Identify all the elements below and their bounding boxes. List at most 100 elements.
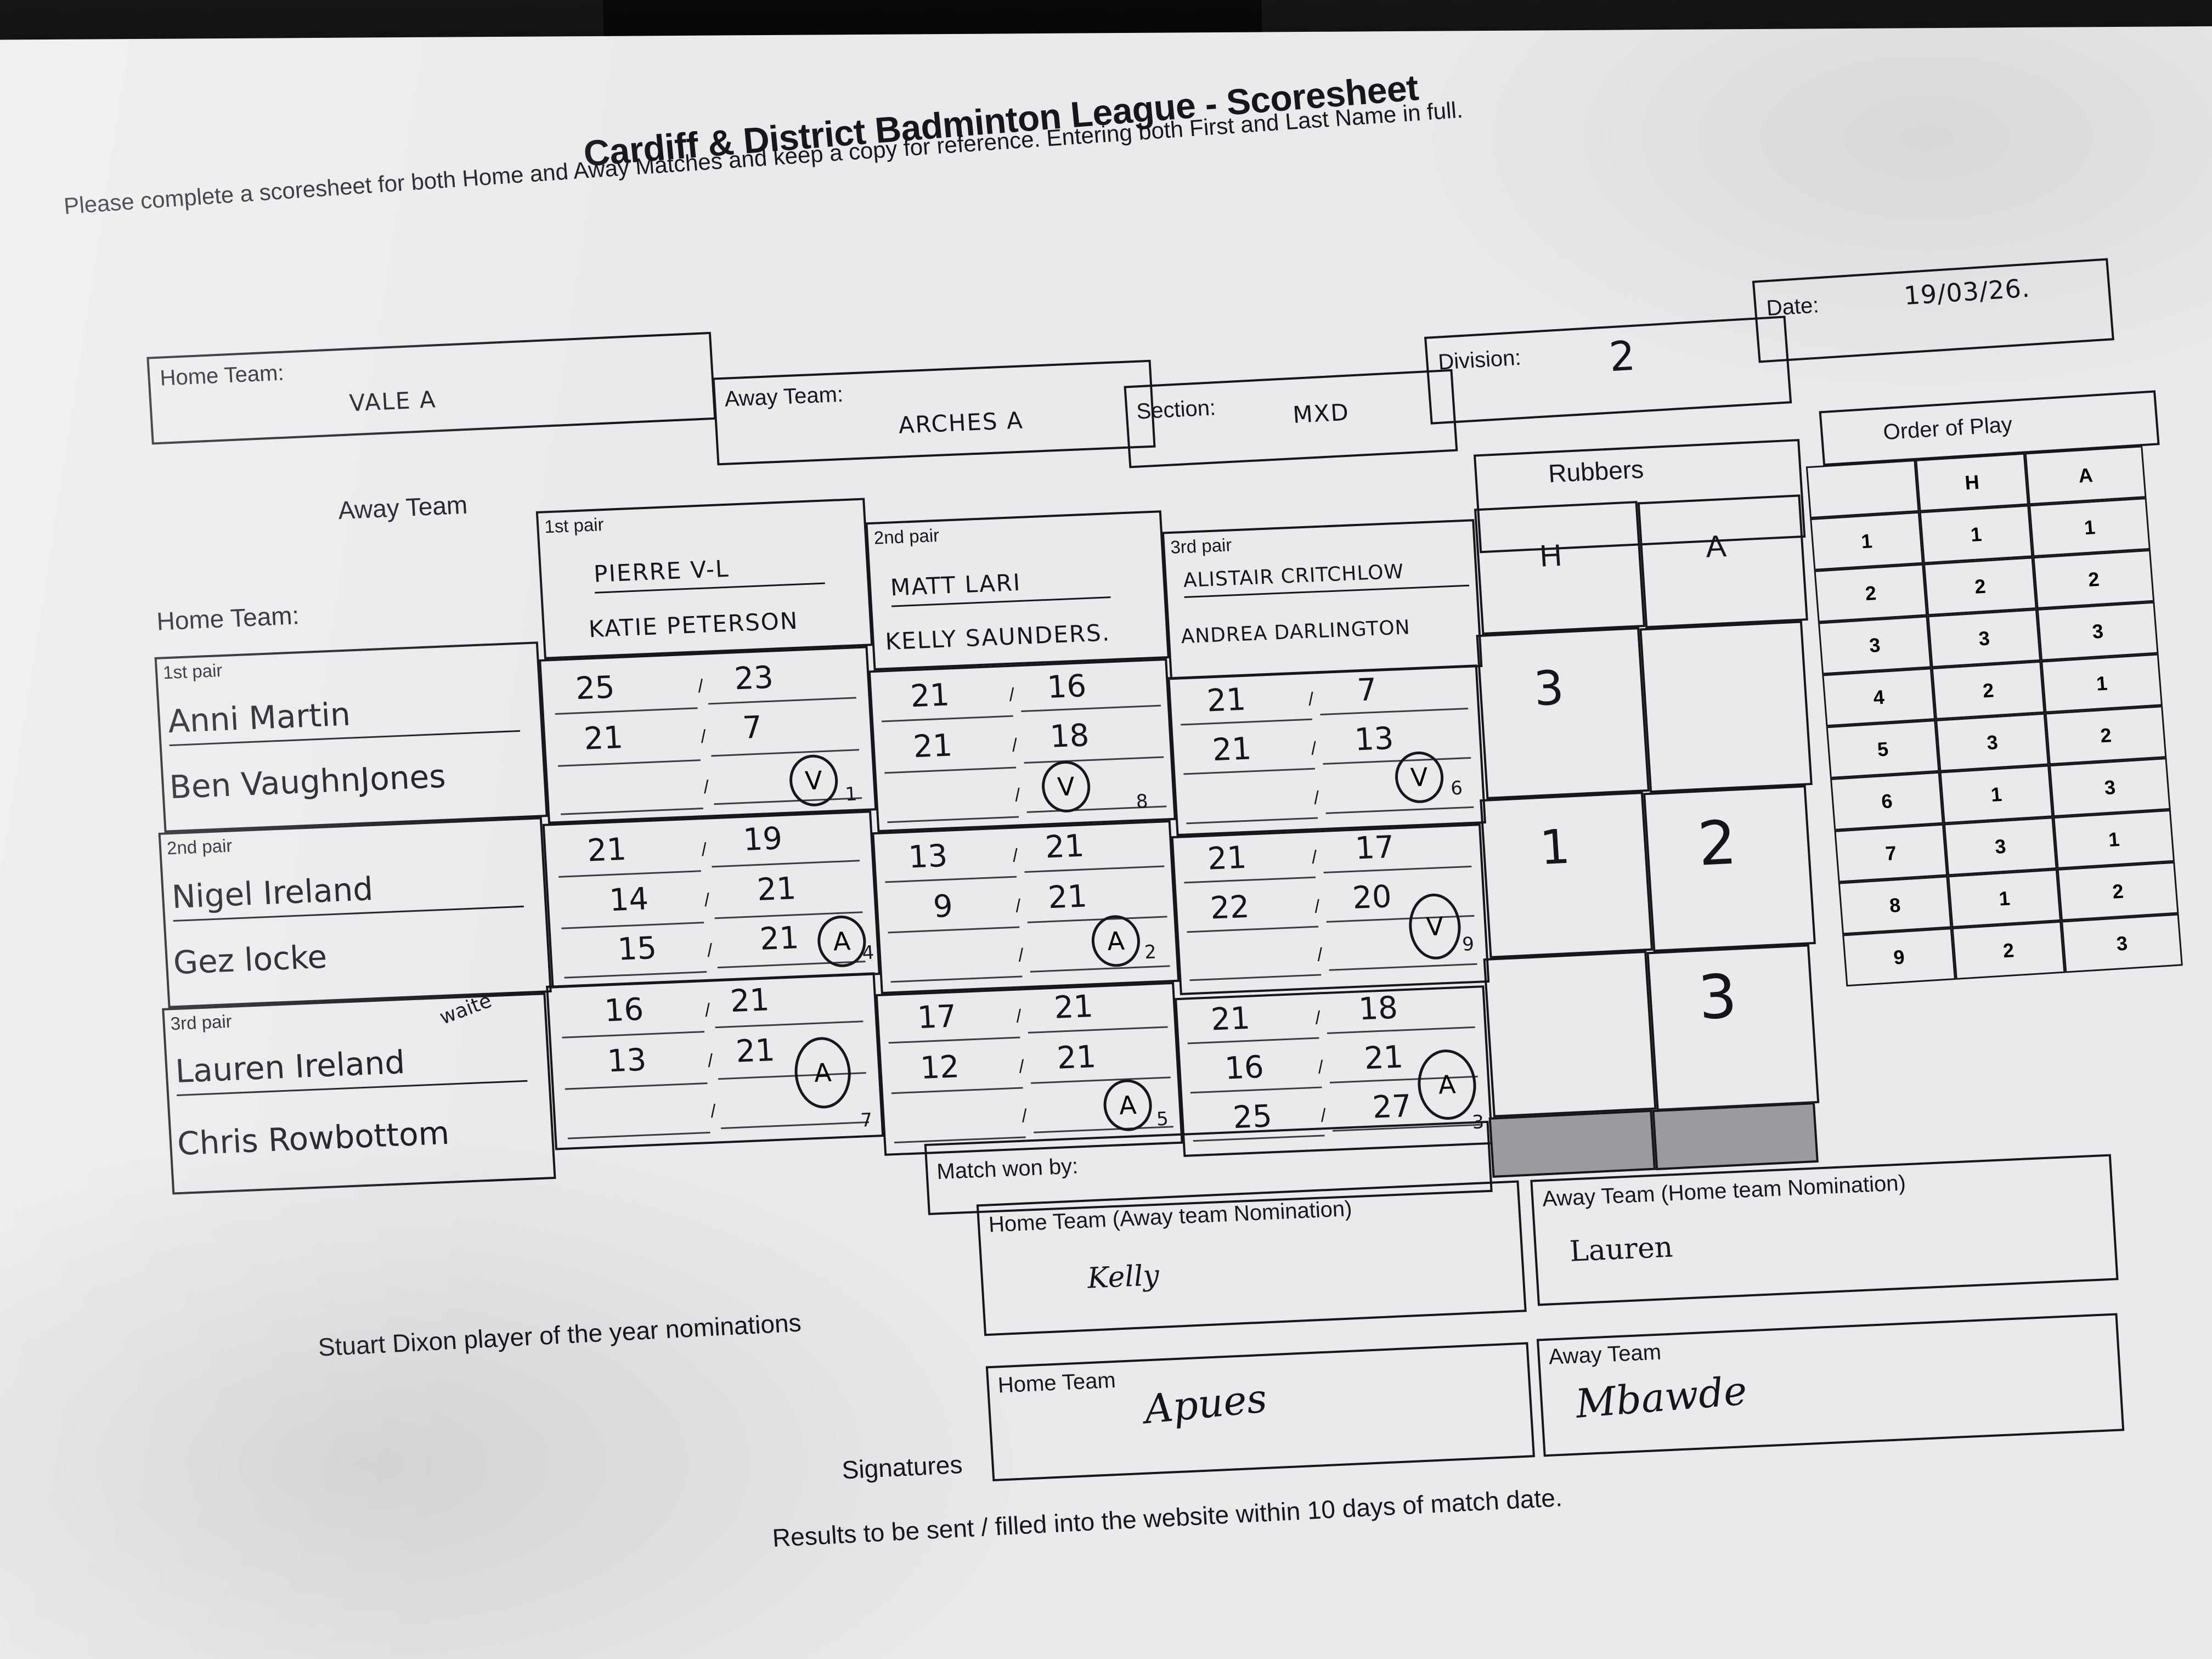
away-pair-1-player-2: KATIE PETERSON — [588, 607, 799, 643]
away-pair-2-player-1: MATT LARI — [889, 565, 1111, 607]
order-of-play-row-h-6: 1 — [1939, 765, 2053, 824]
order-of-play-row-h-9: 2 — [1951, 921, 2066, 980]
order-of-play-row-h-7: 3 — [1943, 817, 2057, 876]
division-field[interactable]: Division: 2 — [1424, 315, 1792, 425]
score-2-3-g1-away: 17 — [1354, 829, 1396, 867]
score-2-1-g2-away: 21 — [756, 871, 797, 909]
rubbers-h-row-2[interactable]: 1 — [1480, 792, 1654, 958]
away-signature-field[interactable]: Away Team Mbawde — [1536, 1313, 2125, 1457]
score-cell-2-1[interactable]: / / / 21 19 14 21 15 21 A 4 — [542, 810, 881, 989]
home-pair-2-cell: 2nd pair Nigel Ireland Gez locke — [158, 817, 552, 1008]
match-won-by-label: Match won by: — [936, 1154, 1079, 1184]
rubbers-a-row-2[interactable]: 2 — [1643, 785, 1816, 952]
home-pair-1-player-2: Ben VaughnJones — [168, 757, 447, 806]
score-cell-1-2[interactable]: / / / 21 16 21 18 V 8 — [868, 658, 1176, 833]
rubbers-a-row-1[interactable] — [1639, 620, 1813, 793]
score-2-1-g3-away: 21 — [759, 920, 800, 957]
home-pair-3-player-1: Lauren Ireland — [174, 1038, 528, 1096]
score-cell-1-1[interactable]: / / / 25 23 21 7 V 1 — [539, 646, 877, 824]
rubbers-h-header: H — [1474, 501, 1646, 635]
order-of-play-row-h-1: 1 — [1919, 505, 2033, 564]
rubbers-h-row-3[interactable] — [1483, 950, 1657, 1118]
order-of-play-row-a-3: 3 — [2036, 601, 2159, 661]
score-2-3-g2-away: 20 — [1351, 879, 1393, 916]
home-signature-label: Home Team — [997, 1368, 1116, 1398]
order-of-play-row-h-4: 2 — [1931, 661, 2045, 720]
order-of-play-row-num-9: 9 — [1842, 928, 1956, 987]
score-3-2-match-number: 5 — [1155, 1108, 1169, 1131]
order-of-play-row-a-2: 2 — [2033, 549, 2155, 609]
rubbers-a-footer-grey — [1652, 1102, 1819, 1171]
away-pair-1-cell: 1st pair PIERRE V-L KATIE PETERSON — [535, 498, 873, 659]
score-1-1-match-number: 1 — [844, 783, 858, 806]
home-pair-1-player-1: Anni Martin — [167, 688, 520, 747]
score-1-1-g1-home: 25 — [574, 669, 616, 707]
home-team-field[interactable]: Home Team: VALE A — [146, 331, 716, 445]
home-nomination-field[interactable]: Home Team (Away team Nomination) Kelly — [976, 1180, 1527, 1336]
home-signature-field[interactable]: Home Team Apues — [985, 1342, 1535, 1482]
home-nomination-label: Home Team (Away team Nomination) — [988, 1197, 1353, 1237]
score-cell-1-3[interactable]: / / / 21 7 21 13 V 6 — [1167, 664, 1486, 837]
order-of-play-row-num-6: 6 — [1830, 771, 1944, 831]
division-label: Division: — [1437, 345, 1522, 375]
score-1-3-g1-home: 21 — [1205, 681, 1247, 719]
rubbers-h-footer-grey — [1488, 1109, 1656, 1178]
score-3-3-g1-home: 21 — [1210, 1000, 1251, 1038]
away-signature-label: Away Team — [1548, 1340, 1662, 1369]
home-nomination-value: Kelly — [1086, 1259, 1160, 1295]
away-team-value: ARCHES A — [898, 407, 1024, 439]
score-2-3-winner-badge: V — [1407, 892, 1463, 961]
score-3-2-g2-away: 21 — [1056, 1039, 1097, 1076]
score-2-3-g1-home: 21 — [1206, 839, 1248, 877]
score-3-2-g1-away: 21 — [1053, 989, 1094, 1026]
rubbers-a-header: A — [1637, 494, 1808, 629]
home-pair-3-cell: 3rd pair waite Lauren Ireland Chris Rowb… — [162, 989, 556, 1195]
score-cell-2-2[interactable]: / / / 13 21 9 21 A 2 — [872, 820, 1180, 994]
score-2-2-g2-home: 9 — [932, 888, 954, 925]
score-2-1-g1-away: 19 — [742, 821, 783, 858]
score-3-1-g1-away: 21 — [729, 982, 771, 1020]
date-field[interactable]: Date: 19/03/26. — [1752, 258, 2114, 363]
section-field[interactable]: Section: MXD — [1124, 369, 1458, 469]
score-3-3-g3-away: 27 — [1371, 1088, 1413, 1126]
score-2-2-winner-badge: A — [1090, 914, 1142, 968]
order-of-play-row-num-2: 2 — [1814, 563, 1928, 623]
score-1-2-g2-home: 21 — [912, 727, 953, 765]
rubbers-h-row-1[interactable]: 3 — [1476, 627, 1650, 799]
away-pair-1-label: 1st pair — [544, 514, 605, 537]
score-cell-3-2[interactable]: / / / 17 21 12 21 A 5 — [875, 981, 1183, 1156]
order-of-play-a-header: A — [2024, 445, 2147, 505]
order-of-play-row-h-5: 3 — [1936, 713, 2049, 772]
order-of-play-title: Order of Play — [1882, 412, 2013, 445]
away-signature-value: Mbawde — [1573, 1367, 1749, 1427]
score-1-3-g2-home: 21 — [1211, 731, 1252, 769]
instruction-text: Please complete a scoresheet for both Ho… — [63, 97, 1464, 219]
score-1-1-g1-away: 23 — [733, 659, 775, 697]
rubbers-h-value-2: 1 — [1538, 819, 1572, 876]
score-cell-2-3[interactable]: / / / 21 17 22 20 V 9 — [1171, 823, 1490, 996]
away-nomination-field[interactable]: Away Team (Home team Nomination) Lauren — [1530, 1154, 2119, 1306]
rubbers-a-value-3: 3 — [1696, 961, 1739, 1033]
signatures-label: Signatures — [840, 1449, 963, 1485]
score-2-2-g1-home: 13 — [907, 838, 949, 876]
score-3-2-winner-badge: A — [1102, 1078, 1154, 1132]
away-team-label: Away Team: — [724, 382, 844, 411]
away-pair-2-cell: 2nd pair MATT LARI KELLY SAUNDERS. — [865, 510, 1170, 671]
order-of-play-row-a-6: 3 — [2049, 758, 2171, 817]
rubbers-a-value-2: 2 — [1696, 807, 1739, 879]
home-pair-1-cell: 1st pair Anni Martin Ben VaughnJones — [154, 641, 548, 833]
order-of-play-row-a-9: 3 — [2061, 913, 2183, 973]
rubbers-a-label: A — [1705, 528, 1728, 564]
rubbers-a-row-3[interactable]: 3 — [1646, 944, 1820, 1111]
score-2-1-g2-home: 14 — [608, 881, 650, 919]
score-1-2-g2-away: 18 — [1049, 718, 1090, 755]
score-3-3-winner-badge: A — [1415, 1048, 1479, 1121]
score-1-2-g1-away: 16 — [1046, 668, 1087, 706]
order-of-play-row-num-1: 1 — [1810, 511, 1923, 571]
score-cell-3-1[interactable]: / / / 16 21 13 21 A 7 — [546, 972, 884, 1150]
away-team-field[interactable]: Away Team: ARCHES A — [712, 359, 1156, 466]
score-2-1-g1-home: 21 — [586, 831, 628, 869]
score-1-1-g2-home: 21 — [583, 719, 624, 757]
score-2-2-g2-away: 21 — [1047, 878, 1088, 916]
